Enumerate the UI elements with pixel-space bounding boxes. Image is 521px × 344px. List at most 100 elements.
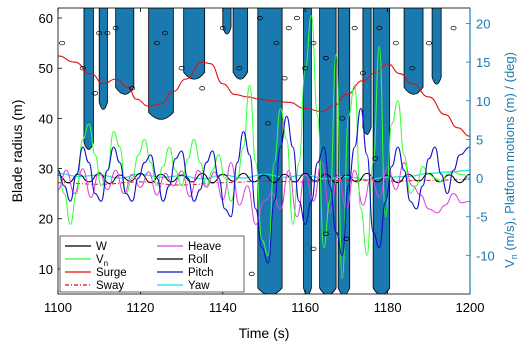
w-marker-25 [359, 71, 366, 76]
x-tick-label-1: 1100 [44, 300, 72, 315]
x-axis-label: Time (s) [239, 325, 290, 341]
w-marker-20 [302, 66, 309, 71]
w-marker-16 [273, 40, 280, 46]
y-axis-label-right-rest: (m/s), Platform motions (m) / (deg) [502, 52, 517, 254]
x-tick-label-5: 1180 [374, 300, 402, 315]
series-line-pitch [58, 107, 470, 264]
legend-label-text: V [96, 254, 104, 266]
x-tick-label-3: 1140 [209, 300, 237, 315]
filled-region-4 [148, 8, 174, 120]
y-right-tick-label-4: 5 [476, 132, 483, 147]
legend-label-text: Roll [188, 254, 208, 266]
filled-region-3 [115, 8, 135, 95]
w-marker-15 [265, 121, 272, 126]
legend-box [59, 235, 245, 293]
w-marker-18 [285, 25, 292, 31]
series-line-roll [58, 172, 470, 184]
y-right-tick-label-5: 10 [476, 94, 490, 109]
y-right-tick-label-1: -10 [476, 248, 495, 263]
axes-layer: 1100 1120 1140 1160 1180 1200102030405060-10-… [39, 8, 495, 315]
y-left-tick-label-1: 10 [39, 262, 53, 277]
filled-region-10 [319, 8, 337, 294]
y-axis-label-right-main: V [502, 259, 517, 268]
y-left-tick-label-3: 30 [39, 162, 53, 177]
filled-region-1 [83, 8, 94, 150]
legend-label-text: W [96, 241, 107, 253]
y-left-tick-label-2: 20 [39, 212, 53, 227]
w-marker-29 [425, 40, 432, 46]
w-marker-17 [281, 76, 288, 81]
filled-region-9 [303, 8, 312, 294]
w-marker-2 [79, 66, 86, 71]
w-marker-10 [178, 66, 185, 71]
legend-label-roll: Roll [188, 254, 208, 266]
w-marker-11 [199, 86, 206, 91]
legend-label-text: Heave [188, 241, 221, 253]
w-marker-13 [236, 66, 243, 71]
x-tick-label-4: 1160 [291, 300, 319, 315]
w-marker-3 [92, 91, 99, 96]
y-right-tick-label-3: 0 [476, 171, 483, 186]
filled-region-5 [183, 8, 206, 80]
legend-label-w: W [96, 241, 107, 253]
filled-region-11 [337, 8, 351, 294]
w-marker-33 [322, 231, 329, 236]
filled-region-13 [372, 8, 391, 294]
w-marker-4 [96, 30, 103, 36]
filled-region-14 [403, 8, 424, 95]
series-line-yaw [58, 169, 470, 181]
y-axis-label-right-sub: n [509, 254, 519, 259]
legend-label-pitch: Pitch [188, 267, 214, 279]
series-line-surge [58, 55, 470, 137]
x-tick-label-2: 1120 [126, 300, 154, 315]
w-marker-35 [372, 156, 379, 161]
w-marker-12 [219, 25, 226, 31]
y-right-tick-label-2: -5 [476, 210, 488, 225]
w-marker-7 [129, 86, 136, 91]
w-marker-14 [256, 15, 263, 21]
legend-label-vn: Vn [96, 254, 108, 268]
legend-label-text: Surge [96, 267, 127, 279]
y-axis-label-right: Vn (m/s), Platform motions (m) / (deg) [502, 52, 519, 268]
y-left-tick-label-5: 50 [39, 61, 53, 76]
series-line-heave [58, 162, 470, 225]
w-marker-19 [294, 15, 300, 21]
w-marker-26 [376, 25, 383, 31]
legend-label-subscript: n [104, 259, 108, 268]
w-marker-30 [450, 25, 457, 31]
w-marker-31 [248, 271, 255, 277]
filled-region-12 [362, 8, 372, 135]
legend-label-text: Yaw [188, 280, 210, 292]
y-left-tick-label-4: 40 [39, 111, 53, 126]
filled-region-8 [257, 8, 283, 294]
x-tick-label-6: 1200 [456, 300, 485, 315]
w-marker-5 [104, 30, 111, 36]
w-marker-22 [322, 56, 329, 61]
legend-label-surge: Surge [96, 267, 127, 279]
w-marker-8 [153, 40, 160, 46]
w-marker-6 [112, 25, 119, 31]
filled-region-6 [222, 8, 232, 35]
legend: W Heave Vn Roll Surge Pitch Sway Yaw [59, 235, 245, 293]
y-right-tick-label-7: 20 [476, 16, 490, 31]
filled-region-7 [232, 8, 248, 80]
y-left-tick-label-6: 60 [39, 11, 53, 26]
filled-region-15 [431, 8, 442, 85]
w-marker-21 [310, 40, 317, 46]
legend-entries: W Heave Vn Roll Surge Pitch Sway Yaw [65, 241, 221, 292]
w-marker-23 [339, 116, 346, 121]
legend-label-sway: Sway [96, 280, 124, 292]
legend-label-text: Sway [96, 280, 124, 292]
series-layer [58, 15, 470, 280]
legend-label-yaw: Yaw [188, 280, 210, 292]
w-markers-layer [59, 15, 457, 277]
w-marker-32 [310, 246, 317, 251]
w-marker-34 [343, 236, 350, 241]
w-marker-1 [59, 40, 66, 46]
w-marker-28 [409, 66, 416, 71]
w-marker-9 [162, 30, 169, 36]
y-right-tick-label-6: 15 [476, 55, 490, 70]
legend-label-text: Pitch [188, 267, 214, 279]
w-marker-27 [392, 40, 399, 46]
